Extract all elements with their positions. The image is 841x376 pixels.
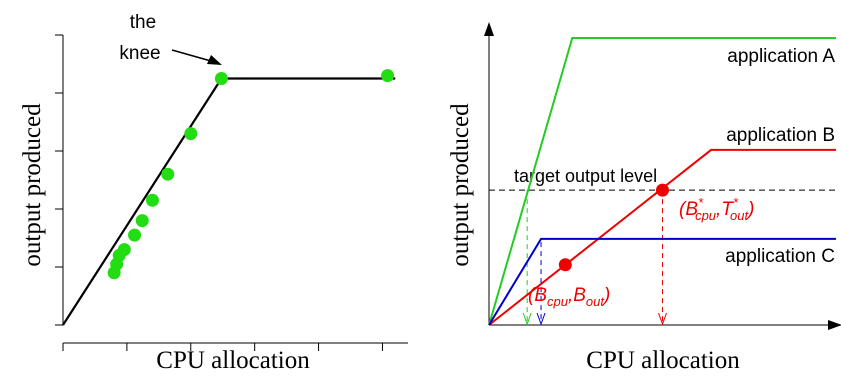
left-panel: the knee CPU allocation output produced xyxy=(19,12,408,374)
series-label-application-c: application C xyxy=(725,246,835,267)
knee-annotation-line1: the xyxy=(130,12,156,33)
right-drop-lines xyxy=(522,190,667,326)
left-point-3 xyxy=(117,243,131,257)
knee-annotation-line2: knee xyxy=(119,43,160,64)
marker1-mid: ,B xyxy=(568,285,586,306)
marker-label-bcpu-bout: (Bcpu,Bout) xyxy=(528,285,610,309)
right-ylabel: output produced xyxy=(447,103,474,267)
left-point-7 xyxy=(161,167,175,181)
drop-arrow-1 xyxy=(536,312,546,326)
left-points xyxy=(107,69,395,280)
left-point-5 xyxy=(135,214,149,228)
left-point-10 xyxy=(381,69,395,83)
right-x-axis-arrow xyxy=(828,320,841,330)
drop-arrow-2 xyxy=(658,312,667,326)
marker1-main: (B xyxy=(528,285,547,306)
right-panel: target output level application A applic… xyxy=(447,22,841,374)
knee-arrow-head xyxy=(207,55,222,65)
left-axes xyxy=(62,35,408,344)
left-point-8 xyxy=(184,127,198,141)
marker2-mid: ,T xyxy=(716,199,734,220)
marker-label-bstar-tstar: (B* cpu,T* out) xyxy=(679,195,754,223)
series-label-application-b: application B xyxy=(726,125,835,146)
marker2-sub1: cpu xyxy=(695,208,716,223)
marker2-star1: * xyxy=(698,195,704,210)
right-markers xyxy=(558,183,669,272)
right-xlabel: CPU allocation xyxy=(586,347,740,374)
marker-point-0 xyxy=(558,258,572,272)
series-label-application-a: application A xyxy=(727,46,835,67)
target-output-label: target output level xyxy=(514,166,657,186)
series-line-0 xyxy=(488,37,836,326)
series-line-2 xyxy=(488,237,836,326)
marker2-main: (B xyxy=(679,199,698,220)
marker2-sub2: out xyxy=(730,208,749,223)
marker2-star2: * xyxy=(733,195,739,210)
left-xlabel: CPU allocation xyxy=(156,347,310,374)
right-axes xyxy=(484,22,841,330)
marker-point-1 xyxy=(656,183,669,197)
marker1-sub1: cpu xyxy=(547,294,568,309)
marker1-close: ) xyxy=(602,285,610,306)
left-point-4 xyxy=(128,228,142,242)
left-ticks xyxy=(55,34,383,351)
right-y-axis-arrow xyxy=(484,22,494,36)
marker1-sub2: out xyxy=(586,294,605,309)
left-ylabel: output produced xyxy=(19,103,46,267)
left-fit-line xyxy=(62,77,396,326)
left-point-9 xyxy=(214,72,228,85)
left-point-6 xyxy=(145,193,159,207)
drop-arrow-0 xyxy=(522,312,532,326)
marker2-close: ) xyxy=(746,199,754,220)
